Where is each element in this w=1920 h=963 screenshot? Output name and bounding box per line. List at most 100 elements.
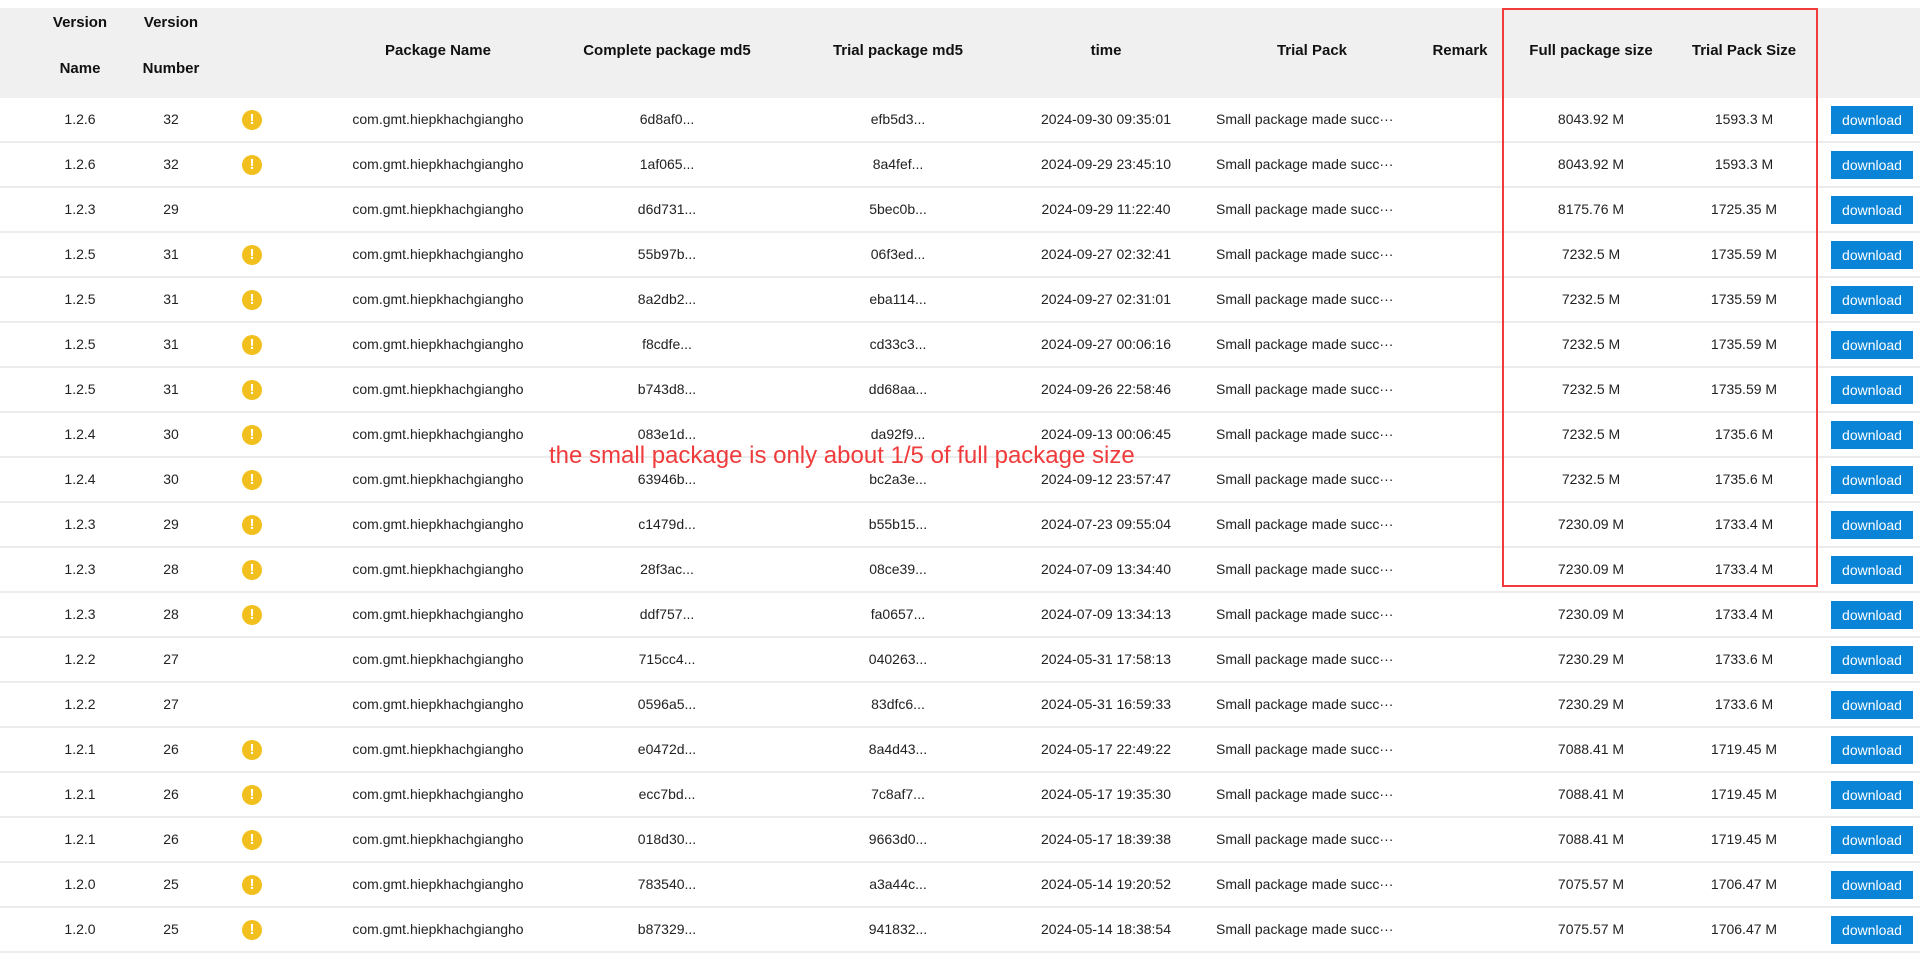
- cell-complete-md5: 55b97b...: [637, 246, 697, 262]
- cell-time: 2024-05-14 19:20:52: [1041, 876, 1171, 892]
- cell-full-size: 7232.5 M: [1561, 471, 1621, 487]
- cell-package-name: com.gmt.hiepkhachgiangho: [352, 606, 524, 622]
- cell-complete-md5: c1479d...: [638, 516, 696, 532]
- cell-complete-md5: b743d8...: [637, 381, 697, 397]
- table-row: 1.2.5 31 com.gmt.hiepkhachgiangho 8a2db2...…: [0, 278, 1920, 323]
- cell-complete-md5: 28f3ac...: [640, 561, 694, 577]
- cell-complete-md5: ecc7bd...: [638, 786, 696, 802]
- warning-icon: !: [242, 110, 262, 131]
- table-row: 1.2.2 27 com.gmt.hiepkhachgiangho 715cc4...…: [0, 638, 1920, 683]
- cell-trial-md5: cd33c3...: [869, 336, 927, 352]
- cell-version-number: 31: [163, 246, 179, 262]
- warning-cell: [230, 638, 274, 681]
- cell-trial-pack: Small package made succ···: [1216, 516, 1394, 532]
- cell-trial-size: 1733.6 M: [1714, 696, 1774, 712]
- cell-version-number: 29: [163, 516, 179, 532]
- cell-trial-pack: Small package made succ···: [1216, 696, 1394, 712]
- cell-time: 2024-09-27 02:31:01: [1041, 291, 1171, 307]
- warning-icon: !: [242, 245, 262, 266]
- cell-trial-md5: dd68aa...: [868, 381, 928, 397]
- header-package-name: Package Name: [385, 42, 491, 59]
- warning-cell: !: [230, 323, 274, 366]
- download-button[interactable]: download: [1831, 466, 1913, 494]
- cell-complete-md5: 6d8af0...: [639, 111, 695, 127]
- cell-time: 2024-07-09 13:34:40: [1041, 561, 1171, 577]
- cell-full-size: 7230.09 M: [1557, 561, 1625, 577]
- cell-full-size: 7232.5 M: [1561, 291, 1621, 307]
- cell-trial-size: 1735.6 M: [1714, 426, 1774, 442]
- download-button[interactable]: download: [1831, 331, 1913, 359]
- cell-time: 2024-05-17 19:35:30: [1041, 786, 1171, 802]
- cell-trial-md5: a3a44c...: [869, 876, 927, 892]
- warning-icon: !: [242, 515, 262, 536]
- download-button[interactable]: download: [1831, 916, 1913, 944]
- cell-trial-size: 1735.59 M: [1710, 336, 1778, 352]
- download-button[interactable]: download: [1831, 646, 1913, 674]
- warning-cell: !: [230, 818, 274, 861]
- cell-full-size: 7075.57 M: [1557, 921, 1625, 937]
- cell-version-name: 1.2.1: [64, 786, 96, 802]
- header-version-number-line2: Number: [142, 60, 200, 77]
- cell-complete-md5: b87329...: [637, 921, 697, 937]
- cell-trial-md5: 5bec0b...: [869, 201, 927, 217]
- warning-icon: !: [242, 920, 262, 941]
- download-button[interactable]: download: [1831, 376, 1913, 404]
- cell-complete-md5: 0596a5...: [637, 696, 697, 712]
- cell-remark: [1410, 593, 1510, 636]
- download-button[interactable]: download: [1831, 871, 1913, 899]
- cell-trial-pack: Small package made succ···: [1216, 561, 1394, 577]
- cell-trial-size: 1706.47 M: [1710, 921, 1778, 937]
- cell-time: 2024-07-23 09:55:04: [1041, 516, 1171, 532]
- download-button[interactable]: download: [1831, 511, 1913, 539]
- cell-package-name: com.gmt.hiepkhachgiangho: [352, 111, 524, 127]
- cell-remark: [1410, 98, 1510, 141]
- cell-version-number: 29: [163, 201, 179, 217]
- cell-package-name: com.gmt.hiepkhachgiangho: [352, 561, 524, 577]
- download-button[interactable]: download: [1831, 241, 1913, 269]
- warning-icon: !: [242, 785, 262, 806]
- table-row: 1.2.4 30 com.gmt.hiepkhachgiangho 63946b...…: [0, 458, 1920, 503]
- cell-full-size: 8043.92 M: [1557, 111, 1625, 127]
- cell-package-name: com.gmt.hiepkhachgiangho: [352, 291, 524, 307]
- download-button[interactable]: download: [1831, 601, 1913, 629]
- download-button[interactable]: download: [1831, 781, 1913, 809]
- header-trial-size: Trial Pack Size: [1691, 42, 1797, 59]
- cell-version-number: 27: [163, 651, 179, 667]
- cell-time: 2024-07-09 13:34:13: [1041, 606, 1171, 622]
- download-button[interactable]: download: [1831, 286, 1913, 314]
- cell-time: 2024-09-12 23:57:47: [1041, 471, 1171, 487]
- cell-trial-md5: 06f3ed...: [870, 246, 926, 262]
- cell-trial-size: 1706.47 M: [1710, 876, 1778, 892]
- download-button[interactable]: download: [1831, 151, 1913, 179]
- cell-package-name: com.gmt.hiepkhachgiangho: [352, 381, 524, 397]
- cell-time: 2024-09-27 02:32:41: [1041, 246, 1171, 262]
- download-button[interactable]: download: [1831, 826, 1913, 854]
- download-button[interactable]: download: [1831, 691, 1913, 719]
- cell-remark: [1410, 413, 1510, 456]
- cell-complete-md5: 783540...: [637, 876, 697, 892]
- cell-trial-md5: da92f9...: [870, 426, 926, 442]
- download-button[interactable]: download: [1831, 556, 1913, 584]
- download-button[interactable]: download: [1831, 421, 1913, 449]
- download-button[interactable]: download: [1831, 736, 1913, 764]
- header-version-name-line1: Version: [52, 14, 108, 31]
- cell-trial-md5: 9663d0...: [868, 831, 928, 847]
- cell-trial-pack: Small package made succ···: [1216, 426, 1394, 442]
- cell-full-size: 7088.41 M: [1557, 786, 1625, 802]
- table-row: 1.2.5 31 com.gmt.hiepkhachgiangho b743d8...…: [0, 368, 1920, 413]
- warning-icon: !: [242, 335, 262, 356]
- download-button[interactable]: download: [1831, 106, 1913, 134]
- cell-trial-size: 1733.4 M: [1714, 606, 1774, 622]
- table-row: 1.2.0 25 com.gmt.hiepkhachgiangho 783540...…: [0, 863, 1920, 908]
- cell-package-name: com.gmt.hiepkhachgiangho: [352, 246, 524, 262]
- cell-version-name: 1.2.0: [64, 876, 96, 892]
- warning-icon: !: [242, 155, 262, 176]
- cell-time: 2024-09-30 09:35:01: [1041, 111, 1171, 127]
- table-row: 1.2.5 31 com.gmt.hiepkhachgiangho 55b97b...…: [0, 233, 1920, 278]
- cell-remark: [1410, 638, 1510, 681]
- cell-time: 2024-05-31 16:59:33: [1041, 696, 1171, 712]
- cell-time: 2024-09-13 00:06:45: [1041, 426, 1171, 442]
- cell-trial-size: 1593.3 M: [1714, 156, 1774, 172]
- download-button[interactable]: download: [1831, 196, 1913, 224]
- cell-version-number: 30: [163, 471, 179, 487]
